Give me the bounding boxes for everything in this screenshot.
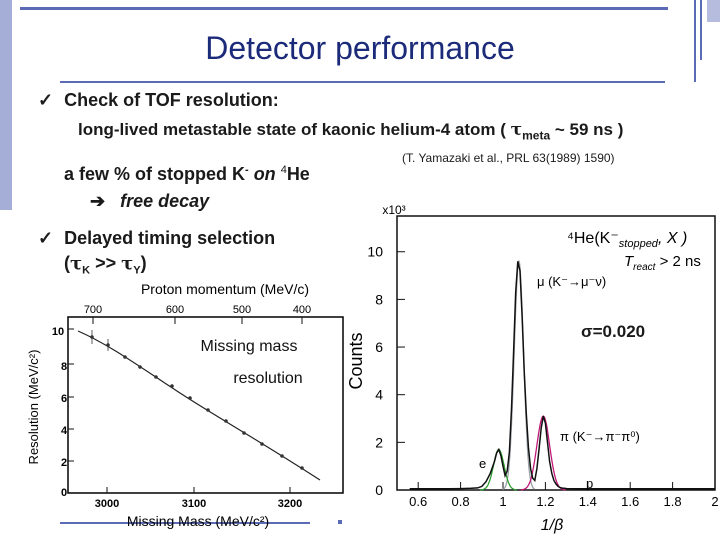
axis-ticks: 0.6 0.8 1 1.2 1.4 1.6 1.8 2 0 2 4 6 8 10 (367, 244, 718, 509)
top-tick-label: 700 (84, 304, 102, 316)
helium-symbol: He (286, 164, 310, 184)
y-tick-label: 8 (375, 291, 383, 307)
y-tick-label: 6 (61, 393, 67, 405)
plot-frame (67, 316, 344, 494)
x-tick-label: 3200 (278, 498, 302, 510)
bullet-tof-text: Check of TOF resolution: (64, 90, 279, 110)
kaon-minus-sup: - (245, 164, 249, 176)
tau-y-sub: Y (133, 264, 141, 277)
annotation-missing-mass: Missing mass (201, 338, 298, 355)
check-icon: ✓ (38, 90, 54, 110)
tof-spectrum-chart: x10³ Counts 1/β 0.6 0.8 1 1.2 1.4 1.6 1.8 2 0 2 4 6… (346, 203, 719, 534)
frame-left-bar (0, 0, 12, 210)
tau-symbol-y: τ (121, 253, 134, 274)
x-tick-label: 0.6 (409, 494, 427, 509)
frame-bottom-dot (338, 520, 342, 524)
x-tick-label: 1.2 (536, 494, 554, 509)
y-tick-label: 0 (61, 487, 67, 499)
tof-desc-post: ~ 59 ns ) (550, 120, 624, 139)
x-axis-title: 1/β (541, 517, 563, 534)
few-percent-on: on (248, 164, 281, 184)
tau-symbol: τ (510, 120, 523, 140)
tau-meta-sub: meta (522, 128, 551, 143)
y-tick-label: 4 (375, 387, 383, 403)
y-multiplier: x10³ (382, 203, 405, 217)
x-tick-label: 1 (499, 494, 506, 509)
top-tick-label: 400 (293, 304, 311, 316)
timing-open-paren: ( (64, 253, 70, 273)
bullet-timing-text: Delayed timing selection (64, 228, 276, 248)
free-decay-line: ➔ free decay (90, 191, 209, 212)
helium-isotope-sup: 4 (280, 164, 287, 176)
series-line-data (409, 261, 715, 490)
y-tick-label: 8 (61, 361, 67, 373)
frame-corner-box (707, 0, 720, 22)
peak-label-electron: e (479, 456, 486, 471)
timing-close-paren: ) (140, 253, 147, 273)
timing-much-greater: >> (90, 253, 122, 273)
tau-k-sub: K (82, 264, 91, 277)
frame-right-line-2 (700, 0, 702, 60)
arrow-right-icon: ➔ (90, 191, 106, 211)
chart-frame (396, 215, 716, 491)
x-tick-label: 1.6 (621, 494, 639, 509)
x-tick-label: 1.8 (664, 494, 682, 509)
y-axis-label: Resolution (MeV/c²) (26, 350, 41, 465)
tau-symbol-k: τ (70, 253, 83, 274)
tof-desc-pre: long-lived metastable state of kaonic he… (78, 120, 511, 139)
x-tick-label: 3100 (182, 498, 206, 510)
proton-momentum-label: Proton momentum (MeV/c) (141, 281, 309, 297)
tof-description: long-lived metastable state of kaonic he… (78, 120, 623, 142)
y-tick-label: 4 (61, 425, 68, 437)
annotation-resolution: resolution (233, 370, 302, 387)
page-title: Detector performance (205, 30, 515, 66)
y-axis-title: Counts (346, 332, 366, 389)
x-tick-label: 1.4 (579, 494, 597, 509)
top-tick-label: 600 (166, 304, 184, 316)
x-axis-label: Missing Mass (MeV/c²) (127, 513, 269, 529)
peak-label-proton: p (586, 476, 593, 491)
sigma-label: σ=0.020 (581, 322, 646, 341)
x-tick-label: 2 (711, 494, 718, 509)
peak-label-pion: π (K⁻→π⁻π⁰) (560, 429, 640, 444)
resolution-points (90, 330, 304, 470)
frame-bottom-line (60, 522, 310, 524)
frame-right-line (694, 0, 696, 82)
top-axis-ticks (68, 317, 303, 493)
few-percent-pre: a few % of stopped K (64, 164, 246, 184)
legend-title: ⁴He(K⁻stopped, X ) (567, 230, 687, 250)
resolution-curve (77, 330, 321, 481)
free-decay-text: free decay (120, 191, 210, 211)
y-tick-label: 6 (375, 339, 383, 355)
frame-top-line (20, 7, 668, 10)
missing-mass-plot: Proton momentum (MeV/c) 700 600 500 400 … (26, 281, 344, 529)
timing-condition: (τK >> τY) (64, 253, 147, 277)
y-tick-label: 2 (61, 457, 67, 469)
y-tick-label: 10 (367, 244, 383, 260)
legend-cut: Treact > 2 ns (624, 253, 701, 273)
x-tick-label: 0.8 (452, 494, 470, 509)
bullet-tof: ✓ Check of TOF resolution: (38, 90, 279, 111)
x-tick-label: 3000 (95, 498, 119, 510)
fit-curves (480, 259, 566, 491)
y-tick-label: 2 (375, 434, 383, 450)
top-tick-label: 500 (233, 304, 251, 316)
peak-label-muon: μ (K⁻→μ⁻ν) (537, 274, 606, 289)
bullet-timing: ✓ Delayed timing selection (38, 228, 275, 249)
reference: (T. Yamazaki et al., PRL 63(1989) 1590) (402, 151, 615, 165)
stopped-kaon-text: a few % of stopped K- on 4He (64, 164, 310, 185)
y-tick-label: 10 (52, 326, 64, 338)
check-icon: ✓ (38, 228, 54, 248)
y-tick-label: 0 (375, 482, 383, 498)
frame-title-underline (60, 81, 665, 83)
